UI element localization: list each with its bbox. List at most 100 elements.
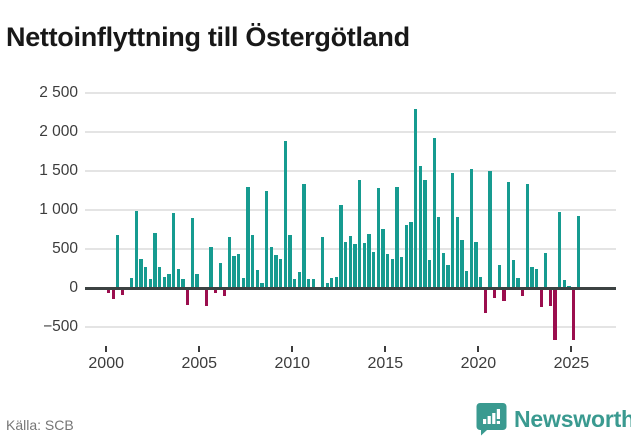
bar-2016 Q2 [409, 222, 413, 288]
bar-2006 Q1 [218, 263, 222, 288]
bar-2013 Q3 [358, 179, 362, 288]
bar-2022 Q1 [516, 277, 520, 288]
gridline [85, 326, 616, 328]
bar-2019 Q3 [469, 168, 474, 288]
bar-2021 Q2 [502, 289, 506, 302]
bar-2010 Q2 [297, 272, 301, 288]
x-axis-label: 2025 [553, 355, 590, 372]
bar-2007 Q1 [237, 253, 241, 288]
bar-2000 Q3 [116, 234, 120, 288]
bar-2008 Q3 [265, 190, 269, 288]
bar-2007 Q3 [246, 186, 250, 288]
y-axis-label: 1 500 [39, 162, 78, 179]
bar-2013 Q4 [362, 242, 367, 288]
bar-2001 Q2 [130, 277, 134, 288]
bar-2003 Q1 [162, 276, 166, 288]
bar-2007 Q4 [251, 234, 255, 288]
bar-2018 Q3 [451, 172, 455, 288]
bar-2004 Q1 [181, 279, 185, 288]
y-axis-label: 2 000 [39, 123, 78, 140]
bar-2005 Q2 [204, 289, 208, 307]
x-axis-label: 2020 [460, 355, 497, 372]
newsworthy-speech-bubble-chart-icon [476, 403, 507, 436]
bar-2003 Q4 [176, 268, 180, 288]
bar-2020 Q3 [488, 171, 492, 288]
bar-2002 Q4 [158, 266, 162, 288]
brand-name: Newsworthy [514, 405, 631, 432]
bar-2014 Q4 [381, 228, 385, 288]
bar-2006 Q4 [232, 255, 236, 288]
bar-2015 Q2 [390, 259, 394, 288]
y-axis-label: −500 [43, 318, 78, 335]
x-axis-tick [384, 346, 387, 352]
bar-2021 Q3 [506, 182, 511, 288]
bar-2009 Q2 [279, 258, 283, 288]
bar-2020 Q1 [479, 276, 483, 288]
bar-2008 Q4 [269, 246, 273, 288]
bar-2024 Q3 [562, 279, 567, 288]
y-axis-label: 2 500 [39, 84, 78, 101]
bar-2012 Q1 [330, 278, 334, 288]
bar-2000 Q2 [111, 289, 115, 300]
x-axis-tick [198, 346, 201, 352]
bar-2015 Q3 [395, 186, 399, 288]
brand-lockup: Newsworthy [476, 402, 631, 436]
bar-2017 Q1 [423, 180, 427, 288]
bar-2019 Q4 [474, 241, 478, 288]
bar-2005 Q4 [213, 289, 218, 294]
gridline [85, 209, 616, 211]
bar-2001 Q4 [139, 258, 143, 288]
bar-2021 Q4 [511, 259, 515, 288]
bar-2002 Q2 [148, 279, 153, 288]
gridline [85, 170, 616, 172]
bar-2006 Q2 [223, 289, 227, 297]
bar-2010 Q4 [306, 279, 311, 288]
bar-2016 Q3 [413, 108, 418, 288]
bar-2013 Q1 [348, 235, 353, 288]
bar-2012 Q3 [339, 204, 343, 288]
bar-2023 Q2 [539, 289, 543, 307]
bar-2003 Q2 [167, 273, 171, 288]
bar-2011 Q3 [320, 236, 325, 288]
bar-2009 Q3 [283, 141, 287, 288]
bar-2009 Q1 [274, 254, 278, 288]
bar-2020 Q2 [483, 289, 487, 314]
bar-2011 Q1 [311, 279, 315, 288]
x-axis-tick [477, 346, 480, 352]
bar-2013 Q2 [353, 243, 357, 288]
bar-2017 Q3 [432, 138, 436, 288]
bar-2018 Q2 [446, 264, 450, 288]
bar-2000 Q1 [106, 289, 111, 293]
bar-2014 Q2 [372, 252, 376, 288]
source-note: Källa: SCB [6, 417, 74, 433]
y-axis-label: 0 [69, 279, 78, 296]
bar-2014 Q3 [376, 188, 380, 288]
bar-2024 Q1 [553, 289, 557, 341]
x-axis-label: 2000 [88, 355, 124, 372]
bar-2020 Q4 [492, 289, 497, 299]
bar-2022 Q3 [525, 184, 529, 288]
bar-2018 Q4 [455, 216, 460, 288]
bar-2024 Q2 [558, 211, 562, 288]
bar-2014 Q1 [367, 234, 371, 288]
bar-2015 Q4 [399, 256, 404, 288]
bar-2003 Q3 [172, 212, 176, 288]
bar-2015 Q1 [385, 254, 390, 288]
x-axis-label: 2005 [181, 355, 218, 372]
bar-2023 Q1 [534, 268, 539, 288]
bar-2022 Q4 [530, 266, 534, 288]
bar-2010 Q1 [292, 279, 297, 288]
bar-2010 Q3 [302, 184, 306, 288]
bar-2016 Q4 [418, 166, 422, 288]
y-axis-label: 500 [52, 240, 78, 257]
x-axis-label: 2015 [367, 355, 404, 372]
bar-2005 Q3 [209, 246, 213, 288]
bar-2006 Q3 [227, 236, 232, 288]
bar-2007 Q2 [241, 277, 246, 288]
x-axis-tick [291, 346, 294, 352]
y-axis-label: 1 000 [39, 201, 78, 218]
bar-2008 Q2 [260, 282, 264, 288]
bar-2017 Q4 [437, 216, 441, 288]
bar-2004 Q3 [190, 217, 194, 288]
